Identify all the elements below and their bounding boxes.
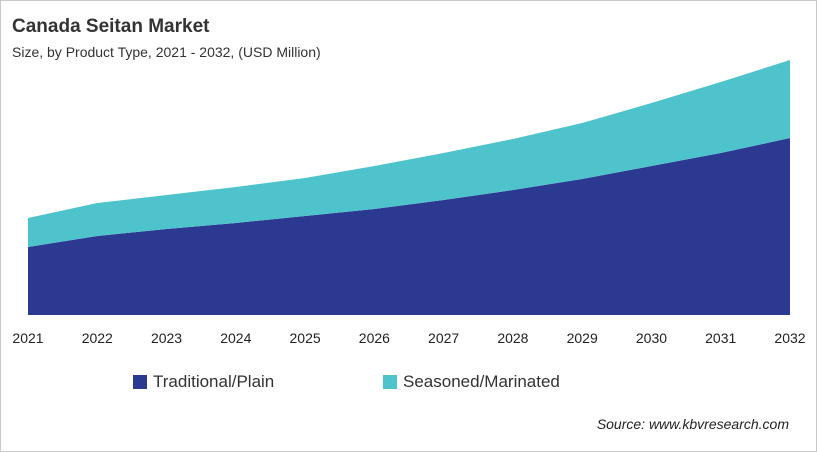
x-tick-label: 2031 xyxy=(705,330,736,346)
x-tick-label: 2026 xyxy=(359,330,390,346)
x-tick-label: 2030 xyxy=(636,330,667,346)
legend-item-seasoned: Seasoned/Marinated xyxy=(383,372,560,392)
legend-label-seasoned: Seasoned/Marinated xyxy=(403,372,560,391)
area-series-0 xyxy=(28,138,790,315)
x-tick-label: 2022 xyxy=(82,330,113,346)
x-tick-label: 2029 xyxy=(567,330,598,346)
legend-label-traditional: Traditional/Plain xyxy=(153,372,275,391)
legend-swatch-seasoned xyxy=(383,375,397,389)
x-tick-label: 2032 xyxy=(774,330,805,346)
chart-title: Canada Seitan Market xyxy=(12,16,210,37)
chart-subtitle: Size, by Product Type, 2021 - 2032, (USD… xyxy=(12,44,321,60)
legend-swatch-traditional xyxy=(133,375,147,389)
x-tick-label: 2021 xyxy=(12,330,43,346)
x-tick-label: 2028 xyxy=(497,330,528,346)
x-tick-label: 2027 xyxy=(428,330,459,346)
legend-item-traditional: Traditional/Plain xyxy=(133,372,274,392)
source-note: Source: www.kbvresearch.com xyxy=(596,416,789,432)
area-series-1 xyxy=(28,60,790,247)
x-tick-label: 2024 xyxy=(220,330,251,346)
x-tick-label: 2023 xyxy=(151,330,182,346)
x-tick-label: 2025 xyxy=(290,330,321,346)
